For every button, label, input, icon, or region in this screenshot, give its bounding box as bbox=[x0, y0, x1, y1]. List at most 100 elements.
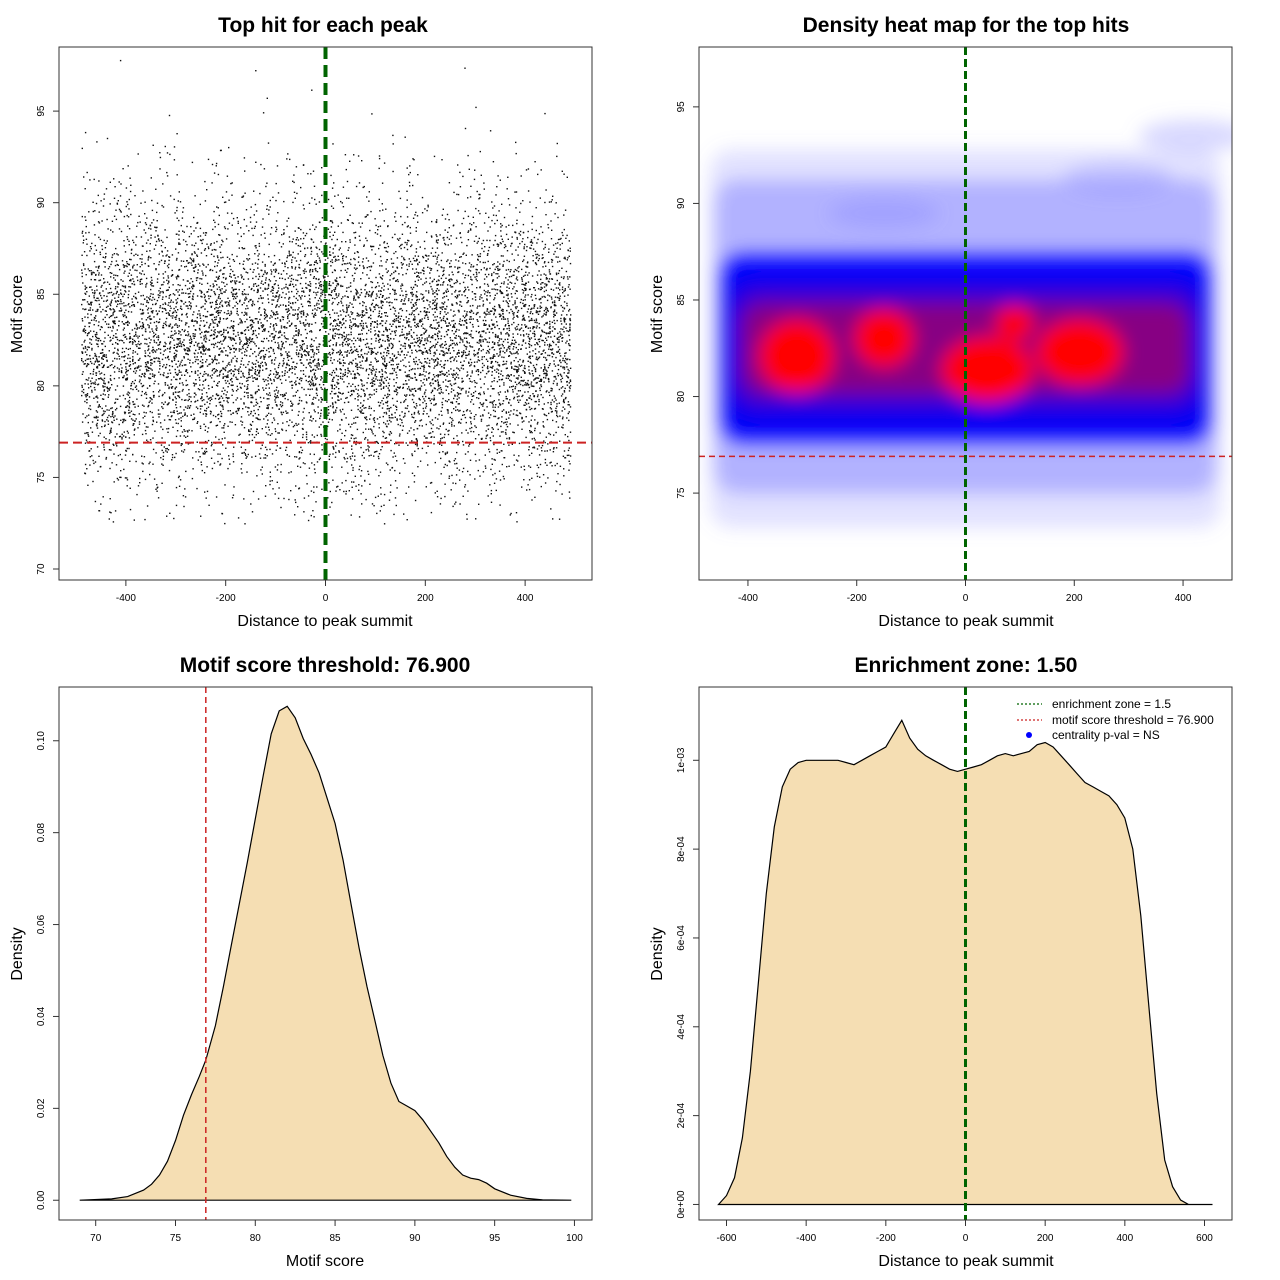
scatter-point bbox=[247, 307, 249, 310]
scatter-point bbox=[129, 364, 132, 366]
scatter-point bbox=[527, 168, 530, 170]
scatter-point bbox=[112, 231, 114, 233]
scatter-point bbox=[397, 366, 399, 368]
scatter-point bbox=[401, 309, 404, 312]
scatter-point bbox=[443, 335, 446, 338]
scatter-point bbox=[390, 258, 393, 260]
scatter-point bbox=[375, 371, 377, 373]
scatter-point bbox=[273, 363, 276, 365]
scatter-point bbox=[544, 344, 546, 346]
scatter-point bbox=[473, 349, 475, 352]
scatter-point bbox=[236, 357, 238, 360]
scatter-point bbox=[464, 486, 466, 488]
scatter-point bbox=[409, 345, 411, 347]
scatter-point bbox=[401, 264, 403, 266]
scatter-point bbox=[352, 318, 354, 320]
scatter-point bbox=[175, 248, 177, 250]
scatter-point bbox=[396, 400, 398, 402]
scatter-point bbox=[529, 373, 531, 375]
scatter-point bbox=[445, 385, 447, 387]
scatter-point bbox=[537, 343, 539, 346]
scatter-point bbox=[237, 388, 239, 390]
scatter-point bbox=[88, 309, 90, 311]
scatter-point bbox=[308, 412, 310, 414]
scatter-point bbox=[518, 442, 521, 445]
scatter-point bbox=[377, 455, 380, 458]
scatter-point bbox=[428, 304, 430, 306]
scatter-point bbox=[538, 338, 541, 340]
scatter-point bbox=[453, 310, 455, 312]
scatter-point bbox=[446, 375, 448, 377]
scatter-point bbox=[381, 334, 383, 336]
scatter-point bbox=[108, 449, 111, 451]
scatter-point bbox=[465, 392, 467, 394]
scatter-point bbox=[294, 266, 297, 268]
scatter-point bbox=[87, 432, 89, 434]
scatter-point bbox=[344, 369, 346, 371]
scatter-point bbox=[454, 463, 456, 465]
scatter-point bbox=[175, 373, 178, 376]
scatter-point bbox=[208, 247, 210, 250]
scatter-point bbox=[483, 324, 485, 326]
scatter-point bbox=[380, 344, 382, 346]
scatter-point bbox=[340, 302, 343, 304]
scatter-point bbox=[415, 438, 418, 440]
scatter-point bbox=[569, 339, 571, 341]
scatter-point bbox=[556, 372, 559, 375]
scatter-point bbox=[528, 386, 531, 389]
scatter-point bbox=[277, 366, 280, 369]
scatter-point bbox=[423, 364, 425, 367]
scatter-point bbox=[356, 363, 359, 365]
scatter-point bbox=[417, 325, 420, 328]
scatter-point bbox=[92, 292, 94, 294]
scatter-point bbox=[364, 295, 366, 298]
scatter-point bbox=[141, 325, 144, 327]
scatter-point bbox=[132, 423, 135, 425]
scatter-point bbox=[286, 322, 289, 324]
scatter-point bbox=[475, 235, 477, 237]
scatter-point bbox=[388, 417, 391, 419]
scatter-point bbox=[392, 372, 394, 375]
scatter-point bbox=[431, 419, 434, 421]
scatter-point bbox=[428, 255, 430, 257]
scatter-point bbox=[146, 505, 149, 507]
scatter-point bbox=[172, 411, 174, 413]
scatter-point bbox=[201, 397, 203, 399]
scatter-point bbox=[241, 322, 243, 324]
scatter-point bbox=[470, 264, 473, 266]
scatter-point bbox=[447, 433, 450, 436]
scatter-point bbox=[349, 338, 351, 341]
scatter-point bbox=[301, 305, 304, 308]
scatter-point bbox=[407, 239, 409, 242]
scatter-point bbox=[419, 387, 422, 389]
scatter-point bbox=[114, 279, 116, 281]
scatter-point bbox=[271, 362, 273, 364]
scatter-point bbox=[419, 321, 421, 323]
scatter-point bbox=[179, 435, 182, 437]
scatter-point bbox=[376, 440, 378, 443]
scatter-point bbox=[122, 394, 125, 397]
scatter-point bbox=[141, 373, 144, 375]
scatter-point bbox=[103, 425, 106, 427]
scatter-point bbox=[375, 390, 378, 393]
scatter-point bbox=[118, 294, 120, 296]
scatter-point bbox=[224, 337, 227, 339]
scatter-point bbox=[241, 291, 244, 293]
scatter-point bbox=[327, 257, 329, 259]
scatter-point bbox=[318, 343, 320, 345]
scatter-point bbox=[313, 352, 316, 354]
scatter-point bbox=[257, 300, 259, 303]
scatter-point bbox=[547, 443, 549, 445]
scatter-point bbox=[546, 339, 548, 341]
scatter-point bbox=[521, 428, 523, 430]
scatter-point bbox=[488, 311, 490, 313]
scatter-point bbox=[470, 346, 472, 348]
scatter-point bbox=[288, 252, 290, 254]
scatter-point bbox=[471, 399, 473, 401]
scatter-point bbox=[415, 301, 417, 304]
scatter-point bbox=[225, 336, 227, 338]
scatter-point bbox=[311, 380, 314, 382]
scatter-point bbox=[470, 421, 472, 423]
scatter-point bbox=[460, 256, 462, 258]
scatter-point bbox=[133, 519, 135, 521]
